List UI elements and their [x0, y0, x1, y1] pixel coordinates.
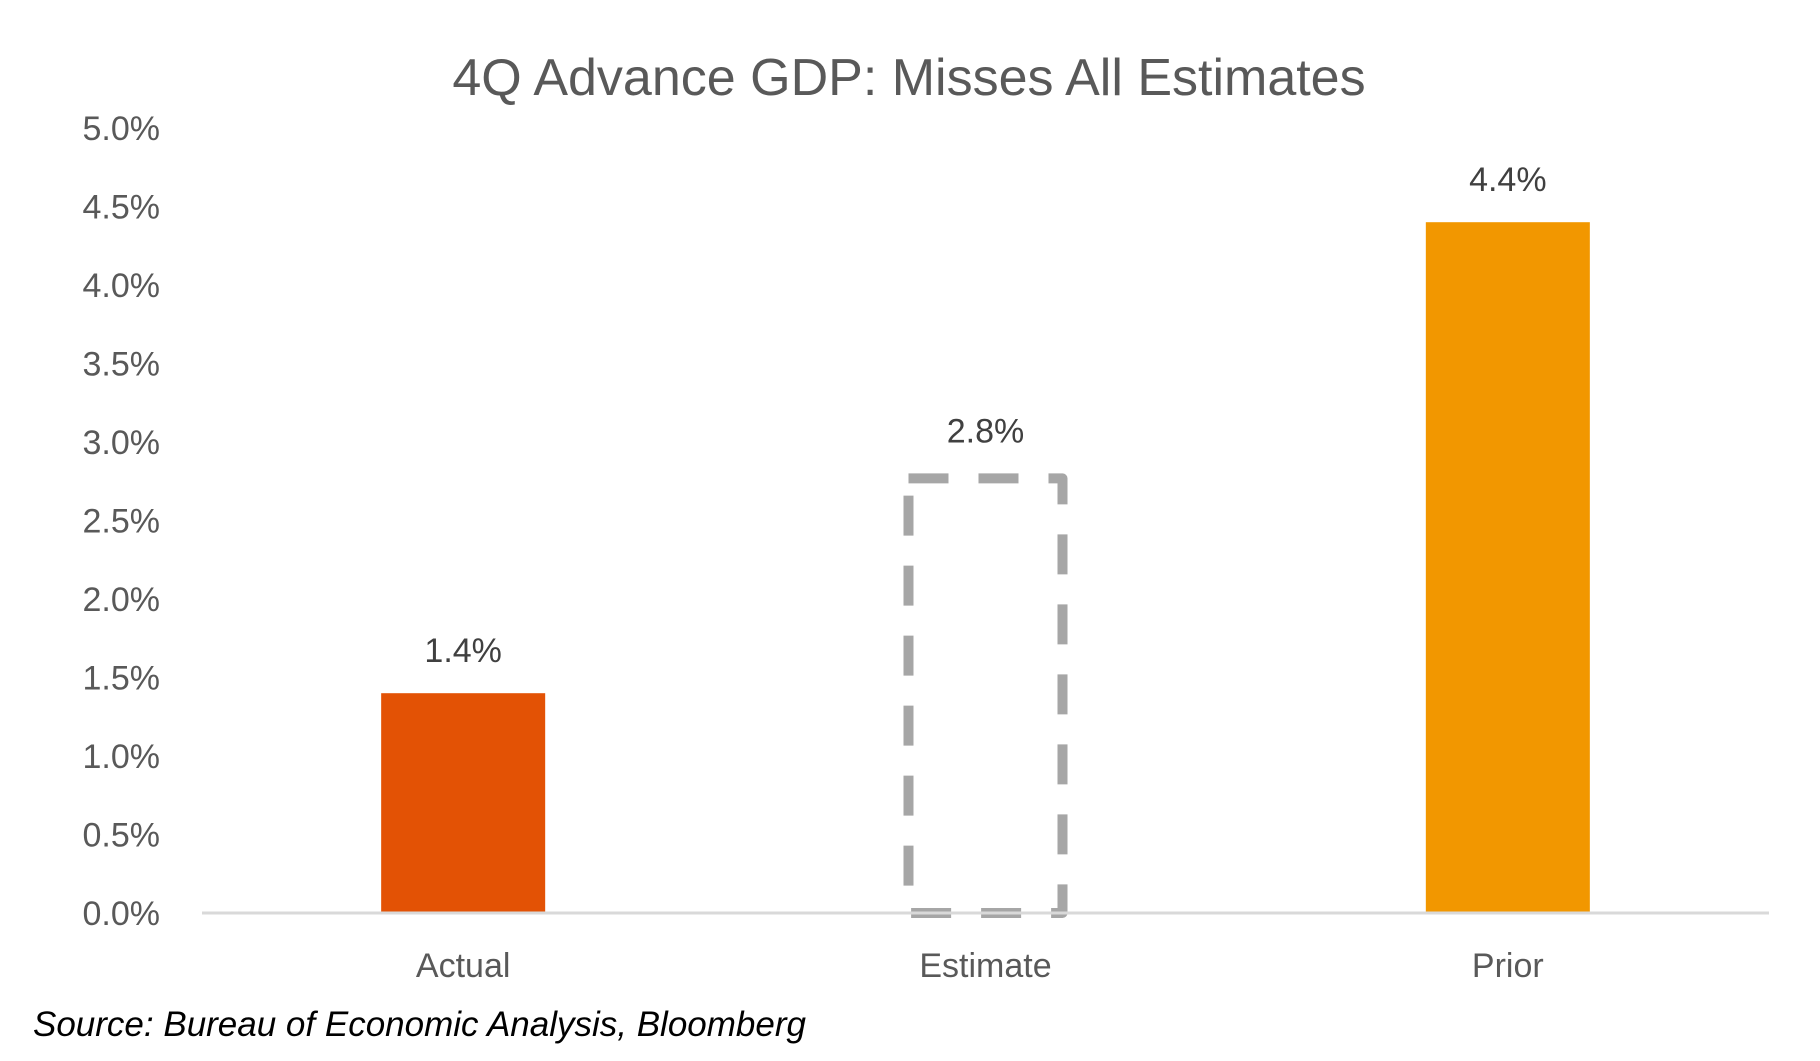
y-tick-label: 1.5%	[83, 660, 161, 698]
bars	[381, 222, 1590, 918]
x-tick-label-actual: Actual	[416, 947, 511, 985]
source-note: Source: Bureau of Economic Analysis, Blo…	[33, 1005, 807, 1044]
y-tick-label: 5.0%	[83, 110, 161, 148]
x-tick-label-estimate: Estimate	[919, 947, 1051, 985]
y-tick-label: 4.0%	[83, 267, 161, 305]
bar-prior	[1425, 222, 1590, 913]
chart-title: 4Q Advance GDP: Misses All Estimates	[452, 49, 1365, 107]
y-tick-label: 0.5%	[83, 817, 161, 855]
x-tick-label-prior: Prior	[1472, 947, 1544, 985]
y-tick-label: 2.5%	[83, 503, 161, 541]
data-labels: 1.4% 2.8% 4.4%	[424, 161, 1546, 670]
y-tick-label: 4.5%	[83, 189, 161, 227]
y-tick-label: 2.0%	[83, 581, 161, 619]
x-axis-ticks: Actual Estimate Prior	[416, 947, 1544, 985]
y-tick-label: 0.0%	[83, 895, 161, 933]
data-label-estimate: 2.8%	[947, 412, 1025, 450]
y-axis-ticks: 0.0% 0.5% 1.0% 1.5% 2.0% 2.5% 3.0% 3.5% 4.0% 4.5%…	[83, 110, 161, 933]
y-tick-label: 3.5%	[83, 346, 161, 384]
data-label-actual: 1.4%	[424, 632, 502, 670]
bar-estimate	[903, 473, 1068, 918]
bar-actual	[381, 693, 546, 913]
y-tick-label: 1.0%	[83, 738, 161, 776]
y-tick-label: 3.0%	[83, 424, 161, 462]
data-label-prior: 4.4%	[1469, 161, 1547, 199]
